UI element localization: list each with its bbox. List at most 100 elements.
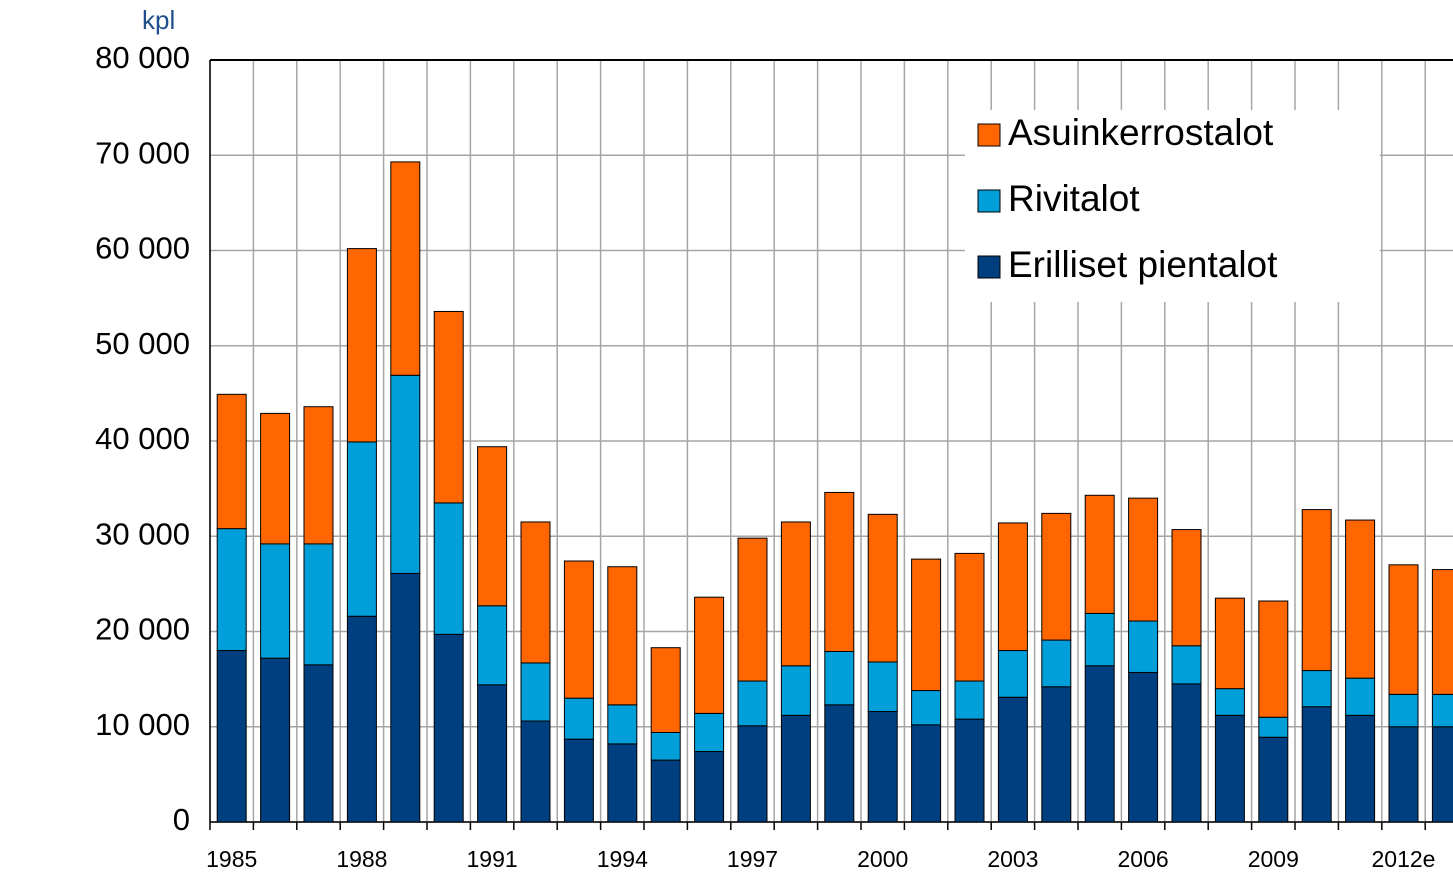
bar-segment (1258, 736, 1289, 823)
bar-segment (1128, 671, 1159, 823)
bar-segment (954, 718, 985, 823)
bar-segment (1171, 645, 1202, 685)
bar-segment (1345, 714, 1376, 823)
x-tick-label: 2000 (857, 846, 908, 872)
x-tick-label: 1988 (336, 846, 387, 872)
bar-segment (1041, 686, 1072, 823)
bar-segment (780, 714, 811, 823)
x-tick-label: 2003 (987, 846, 1038, 872)
y-tick-label: 30 000 (95, 516, 190, 551)
bar-segment (1345, 519, 1376, 679)
bar-segment (1084, 612, 1115, 667)
bar-segment (954, 552, 985, 682)
y-tick-label: 40 000 (95, 421, 190, 456)
bar-segment (1171, 683, 1202, 823)
bar-segment (390, 161, 421, 376)
bar-segment (1388, 564, 1419, 695)
bar-segment (997, 696, 1028, 823)
x-tick-label: 1991 (467, 846, 518, 872)
bar-segment (303, 543, 334, 666)
x-tick-label: 2012e (1372, 846, 1436, 872)
bar-segment (520, 521, 551, 664)
bar-segment (216, 393, 247, 530)
bar-segment (563, 560, 594, 699)
bar-segment (1301, 509, 1332, 672)
bar-segment (1214, 714, 1245, 823)
x-tick-label: 1985 (206, 846, 257, 872)
bar-segment (520, 662, 551, 722)
bar-segment (260, 657, 291, 823)
bar-segment (694, 712, 725, 753)
legend-swatch (977, 189, 1001, 213)
bar-segment (1258, 716, 1289, 738)
bar-segment (1301, 706, 1332, 823)
x-tick-label: 1997 (727, 846, 778, 872)
bar-segment (1084, 494, 1115, 614)
bar-segment (1431, 726, 1453, 823)
bar-segment (1388, 693, 1419, 728)
x-tick-label: 2009 (1248, 846, 1299, 872)
bar-segment (520, 720, 551, 823)
bar-segment (303, 664, 334, 823)
bar-segment (1258, 600, 1289, 718)
legend-swatch (977, 255, 1001, 279)
bar-segment (607, 566, 638, 706)
y-tick-label: 20 000 (95, 612, 190, 647)
bar-segment (563, 738, 594, 823)
bar-segment (477, 446, 508, 607)
bar-segment (997, 522, 1028, 652)
bar-segment (737, 680, 768, 727)
bar-segment (954, 680, 985, 720)
bar-segment (346, 441, 377, 617)
bar-segment (477, 684, 508, 823)
bar-segment (1128, 620, 1159, 673)
bar-segment (607, 704, 638, 745)
bar-segment (433, 633, 464, 823)
bar-segment (824, 651, 855, 706)
bar-segment (650, 759, 681, 823)
bar-segment (997, 650, 1028, 698)
bar-segment (867, 513, 898, 663)
bar-segment (650, 731, 681, 761)
bar-segment (1214, 597, 1245, 690)
x-tick-label: 1994 (597, 846, 648, 872)
bar-segment (1041, 512, 1072, 641)
bar-segment (694, 751, 725, 823)
y-tick-label: 80 000 (95, 40, 190, 75)
bar-segment (1214, 688, 1245, 716)
bar-segment (216, 528, 247, 652)
bar-segment (1301, 670, 1332, 708)
bar-segment (1431, 569, 1453, 695)
bar-segment (911, 724, 942, 823)
bar-segment (911, 690, 942, 726)
bar-segment (390, 572, 421, 823)
y-tick-label: 0 (173, 802, 190, 837)
bar-segment (737, 725, 768, 823)
y-tick-label: 10 000 (95, 707, 190, 742)
bar-segment (780, 665, 811, 716)
bar-segment (346, 248, 377, 443)
bar-segment (1128, 497, 1159, 622)
legend-box (965, 110, 1380, 302)
y-tick-label: 70 000 (95, 135, 190, 170)
bar-segment (824, 704, 855, 823)
bar-segment (346, 615, 377, 823)
bar-segment (1388, 726, 1419, 823)
bar-segment (911, 558, 942, 692)
legend-label: Asuinkerrostalot (1008, 112, 1274, 153)
legend-label: Rivitalot (1008, 178, 1140, 219)
bar-segment (867, 711, 898, 823)
bar-segment (1041, 639, 1072, 688)
legend-label: Erilliset pientalot (1008, 244, 1278, 285)
bar-segment (477, 605, 508, 686)
bar-segment (303, 406, 334, 545)
bar-segment (650, 647, 681, 733)
bar-segment (780, 521, 811, 667)
y-tick-label: 60 000 (95, 231, 190, 266)
unit-label: kpl (142, 5, 175, 35)
bar-segment (216, 650, 247, 823)
bar-segment (607, 743, 638, 823)
bar-segment (260, 412, 291, 545)
bar-segment (694, 596, 725, 714)
